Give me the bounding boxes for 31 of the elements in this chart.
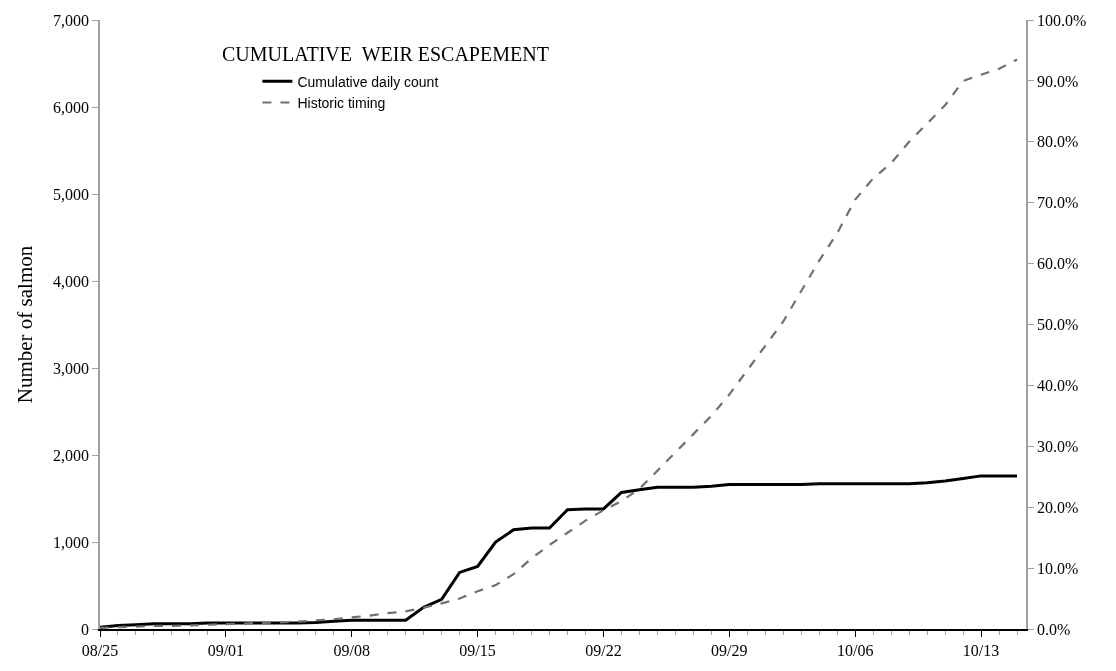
y-tick-label: 7,000 bbox=[53, 11, 90, 29]
x-tick-label: 09/22 bbox=[585, 641, 622, 659]
x-tick-label: 10/06 bbox=[836, 641, 874, 659]
y-tick-label: 2,000 bbox=[53, 446, 90, 464]
y-tick-label: 4,000 bbox=[53, 272, 90, 290]
y-tick-label: 3,000 bbox=[53, 359, 90, 377]
y-tick-label: 5,000 bbox=[53, 185, 90, 203]
legend-label: Historic timing bbox=[297, 94, 386, 111]
x-tick-label: 09/08 bbox=[333, 641, 370, 659]
y-axis-title: Number of salmon bbox=[12, 245, 37, 404]
x-tick-label: 09/15 bbox=[459, 641, 496, 659]
legend-label: Cumulative daily count bbox=[297, 73, 439, 90]
x-tick-label: 10/13 bbox=[962, 641, 1000, 659]
text: CUMULATIVE WEIR ESCAPEMENT bbox=[222, 43, 549, 65]
y2-tick-label: 50.0% bbox=[1036, 316, 1079, 334]
y-tick-label: 0 bbox=[81, 620, 90, 638]
y2-tick-label: 70.0% bbox=[1036, 194, 1079, 212]
y2-tick-label: 100.0% bbox=[1036, 11, 1087, 29]
y-tick-label: 6,000 bbox=[53, 98, 90, 116]
x-tick-label: 09/01 bbox=[207, 641, 245, 659]
y2-tick-label: 0.0% bbox=[1036, 620, 1071, 638]
y2-tick-label: 60.0% bbox=[1036, 255, 1079, 273]
x-tick-label: 09/29 bbox=[711, 641, 748, 659]
y2-tick-label: 80.0% bbox=[1036, 133, 1079, 151]
y2-tick-label: 20.0% bbox=[1036, 498, 1079, 516]
y-tick-label: 1,000 bbox=[53, 533, 90, 551]
y2-tick-label: 10.0% bbox=[1036, 559, 1079, 577]
y2-tick-label: 30.0% bbox=[1036, 437, 1079, 455]
x-tick-label: 08/25 bbox=[81, 641, 119, 659]
y2-tick-label: 90.0% bbox=[1036, 72, 1079, 90]
y2-tick-label: 40.0% bbox=[1036, 377, 1079, 394]
